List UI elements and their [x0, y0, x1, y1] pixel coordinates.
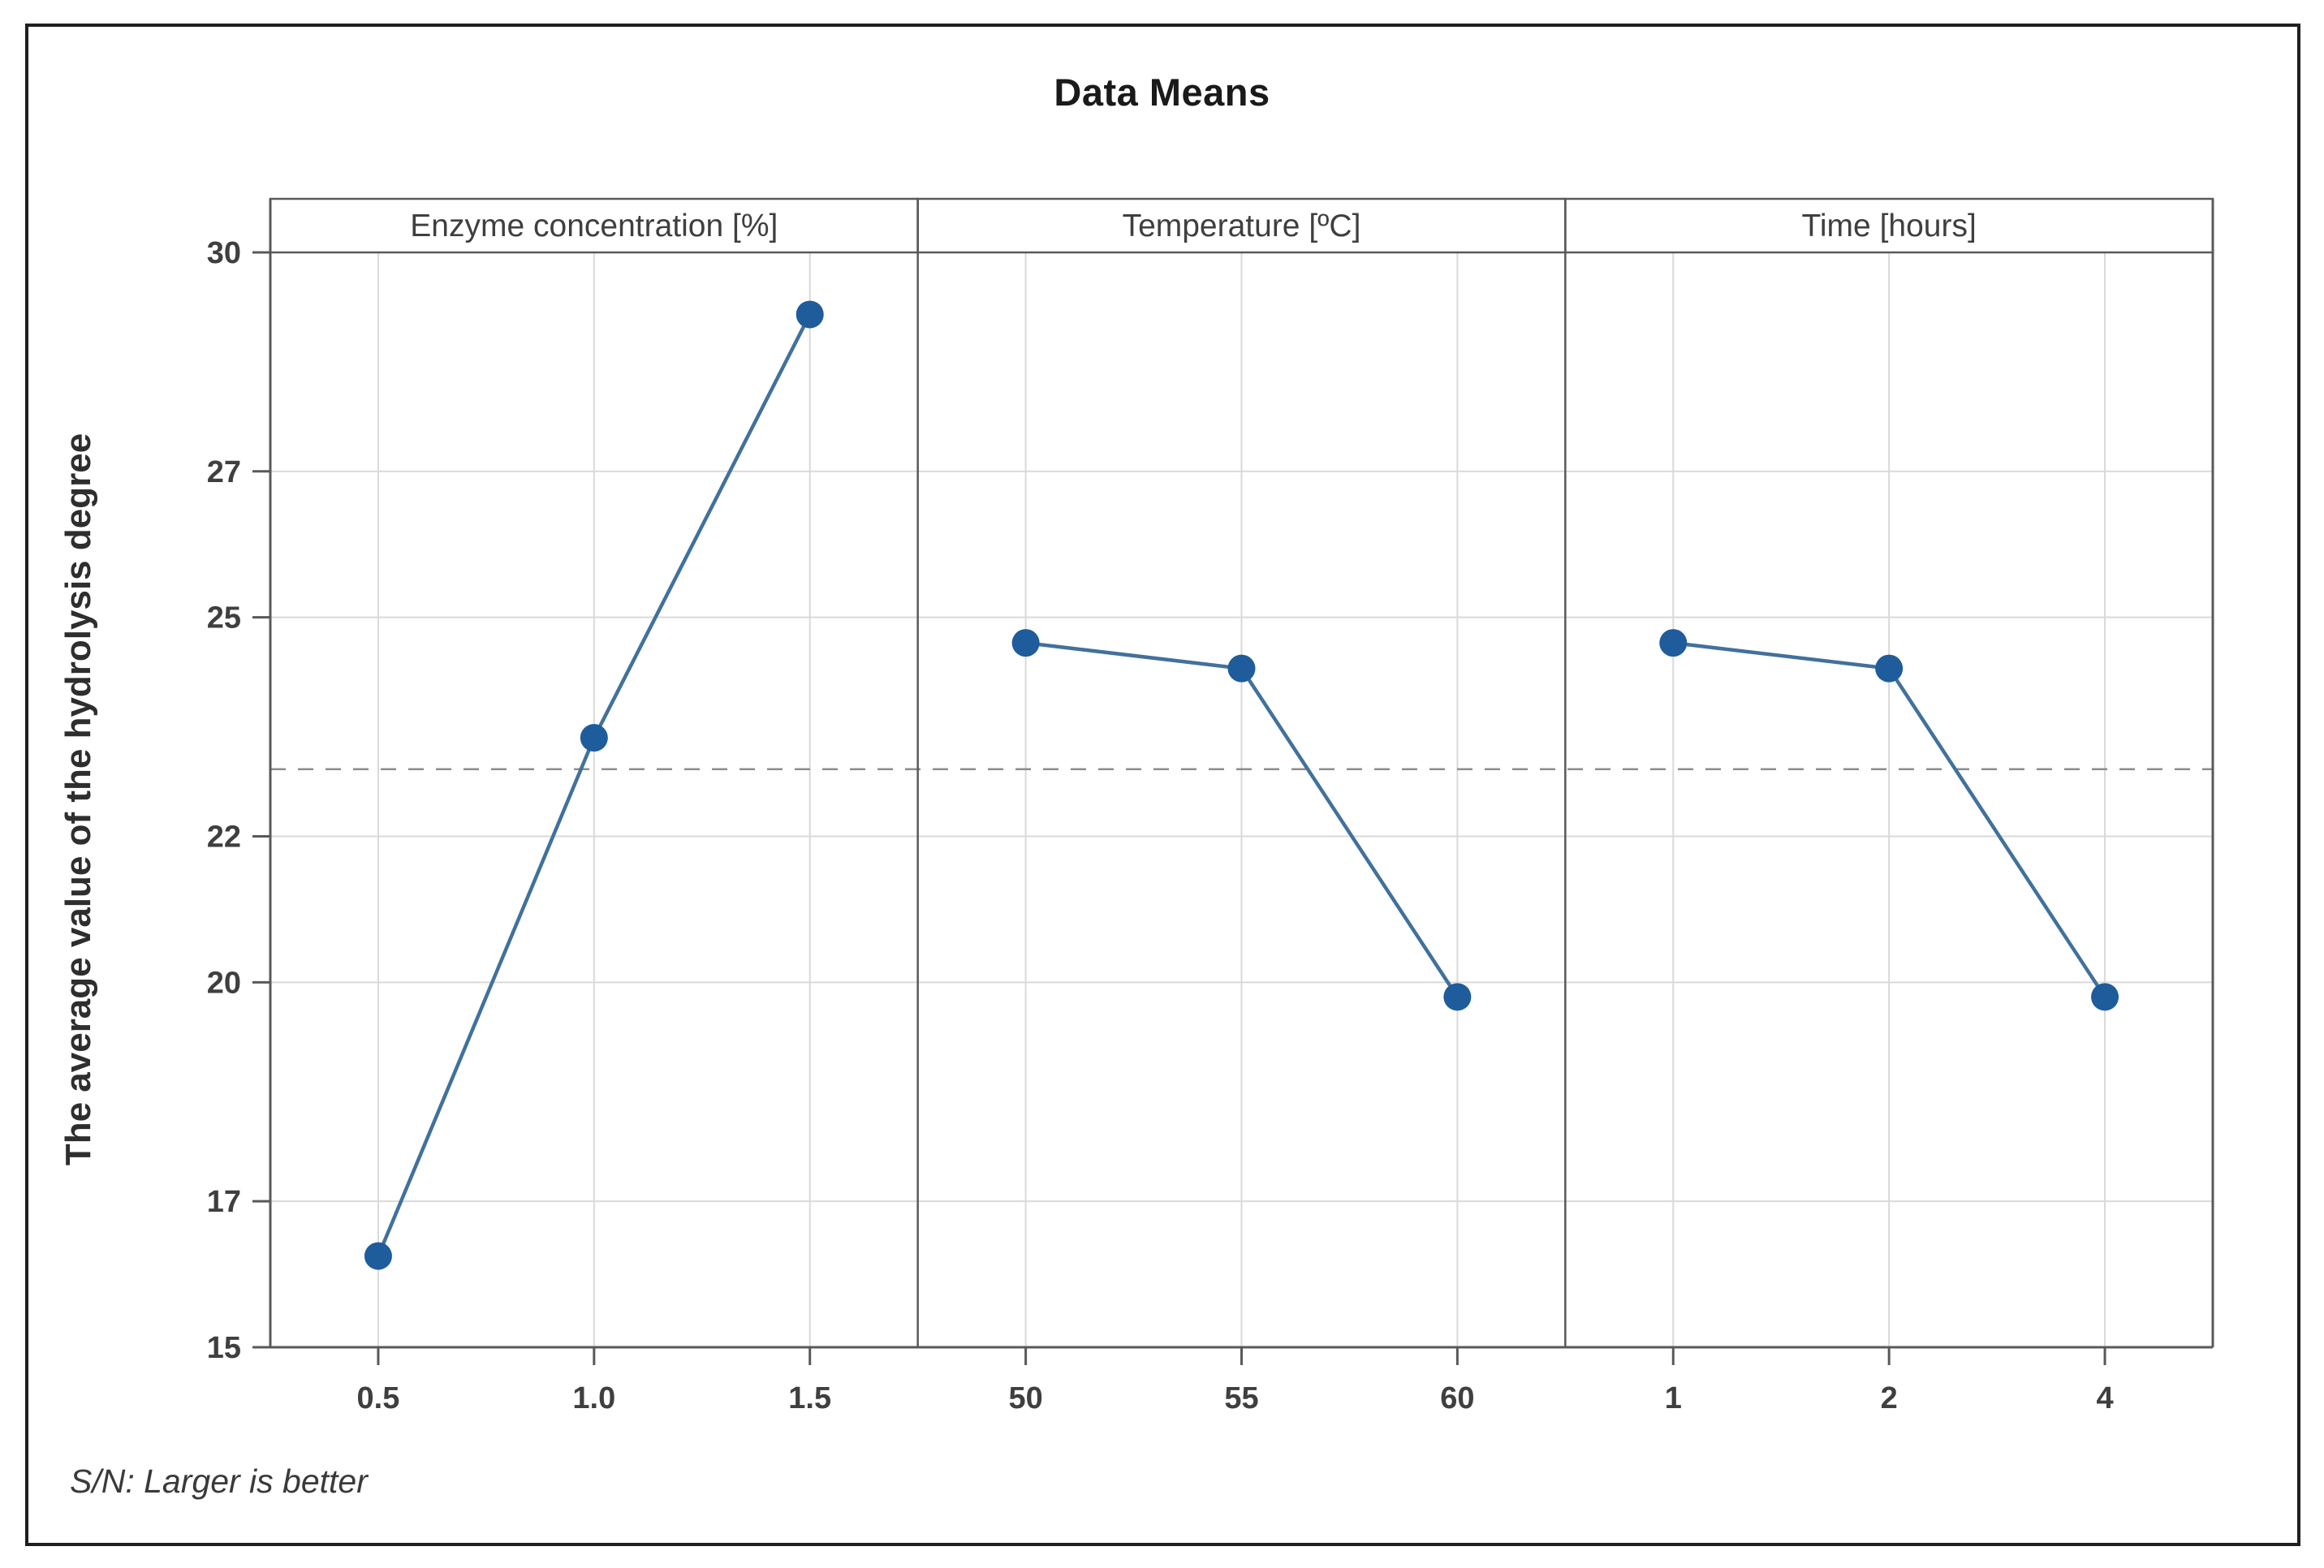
x-tick-label: 4 [2096, 1381, 2113, 1415]
y-tick-label: 15 [207, 1331, 241, 1365]
data-point-marker [364, 1242, 392, 1270]
y-tick-label: 20 [207, 966, 241, 1000]
footnote-sn-larger-is-better: S/N: Larger is better [70, 1462, 368, 1500]
x-tick-label: 0.5 [357, 1381, 400, 1415]
data-point-marker [580, 724, 608, 752]
y-tick-label: 30 [207, 236, 241, 270]
panel-header-label: Temperature [ºC] [1123, 209, 1361, 243]
x-tick-label: 1.0 [572, 1381, 615, 1415]
x-tick-label: 55 [1224, 1381, 1258, 1415]
x-tick-label: 1.5 [788, 1381, 831, 1415]
y-tick-label: 27 [207, 455, 241, 489]
x-tick-label: 1 [1665, 1381, 1682, 1415]
data-point-marker [1875, 654, 1904, 683]
data-point-marker [1443, 983, 1472, 1011]
x-tick-label: 60 [1440, 1381, 1474, 1415]
data-point-marker [1659, 629, 1688, 657]
data-point-marker [1227, 654, 1256, 683]
data-point-marker [796, 300, 824, 329]
y-tick-label: 17 [207, 1185, 241, 1219]
x-tick-label: 2 [1881, 1381, 1898, 1415]
y-tick-label: 25 [207, 601, 241, 635]
panel-header-label: Time [hours] [1802, 209, 1977, 243]
outer-border [25, 24, 2300, 1546]
chart-title: Data Means [1054, 71, 1270, 114]
panel-header-label: Enzyme concentration [%] [410, 209, 778, 243]
data-point-marker [2091, 983, 2119, 1011]
y-tick-label: 22 [207, 820, 241, 854]
data-point-marker [1011, 629, 1040, 657]
x-tick-label: 50 [1008, 1381, 1042, 1415]
